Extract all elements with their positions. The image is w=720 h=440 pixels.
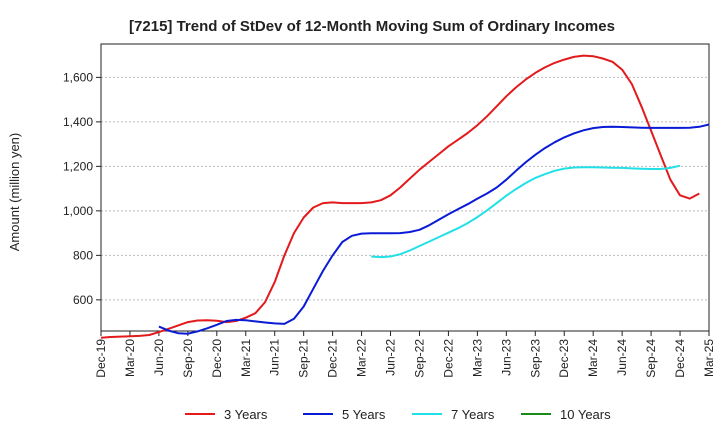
legend-label-3-years: 3 Years: [224, 407, 268, 422]
x-tick-label: Dec-20: [210, 339, 224, 378]
x-tick-label: Jun-20: [152, 339, 166, 376]
x-tick-label: Sep-21: [297, 339, 311, 378]
x-tick-label: Sep-22: [412, 339, 426, 378]
x-axis: Dec-19 Mar-20 Jun-20 Sep-20 Dec-20 Mar-21 Jun-…: [94, 331, 716, 378]
y-tick-label: 1,200: [63, 159, 93, 173]
x-tick-label: Mar-22: [355, 339, 369, 377]
legend: 3 Years 5 Years 7 Years 10 Years: [185, 407, 611, 422]
y-tick-label: 1,600: [63, 70, 93, 84]
legend-label-5-years: 5 Years: [342, 407, 386, 422]
legend-label-7-years: 7 Years: [451, 407, 495, 422]
x-tick-label: Jun-22: [384, 339, 398, 376]
x-tick-label: Dec-19: [94, 339, 108, 378]
x-tick-label: Sep-24: [644, 339, 658, 378]
y-tick-label: 600: [73, 293, 93, 307]
y-axis: 600 800 1,000 1,200 1,400 1,600: [63, 70, 101, 307]
y-axis-label: Amount (million yen): [7, 133, 22, 252]
series-line-7-years: [371, 164, 681, 259]
x-tick-label: Mar-20: [123, 339, 137, 377]
chart-title: [7215] Trend of StDev of 12-Month Moving…: [129, 18, 615, 35]
series-lines: [100, 54, 710, 339]
x-tick-label: Dec-21: [326, 339, 340, 378]
gridlines: [101, 76, 709, 301]
x-tick-label: Mar-24: [586, 339, 600, 377]
y-tick-label: 1,400: [63, 115, 93, 129]
x-tick-label: Jun-24: [615, 339, 629, 376]
plot-area-frame: [100, 43, 710, 332]
x-tick-label: Jun-21: [268, 339, 282, 376]
legend-label-10-years: 10 Years: [560, 407, 611, 422]
x-tick-label: Dec-24: [673, 339, 687, 378]
series-line-5-years: [158, 123, 710, 335]
y-tick-label: 800: [73, 248, 93, 262]
y-tick-label: 1,000: [63, 204, 93, 218]
x-tick-label: Mar-21: [239, 339, 253, 377]
x-tick-label: Mar-23: [470, 339, 484, 377]
x-tick-label: Sep-23: [528, 339, 542, 378]
x-tick-label: Mar-25: [702, 339, 716, 377]
series-line-3-years: [100, 54, 700, 339]
x-tick-label: Dec-23: [557, 339, 571, 378]
x-tick-label: Sep-20: [181, 339, 195, 378]
x-tick-label: Jun-23: [499, 339, 513, 376]
x-tick-label: Dec-22: [441, 339, 455, 378]
